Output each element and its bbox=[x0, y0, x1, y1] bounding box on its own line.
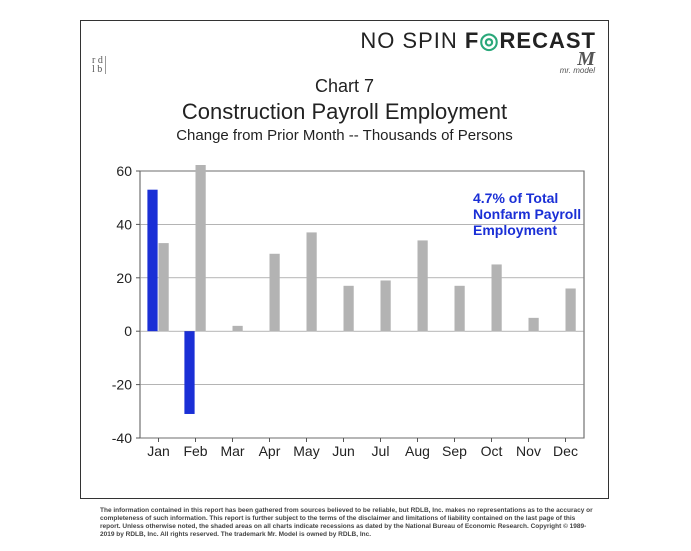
svg-text:Aug: Aug bbox=[405, 443, 430, 459]
svg-text:Mar: Mar bbox=[220, 443, 244, 459]
svg-text:40: 40 bbox=[116, 216, 132, 232]
svg-text:Apr: Apr bbox=[259, 443, 281, 459]
rdlb-logo: r d l b bbox=[92, 56, 106, 74]
brand-logo: NO SPIN F◎RECAST bbox=[360, 28, 596, 54]
svg-text:Nonfarm Payroll: Nonfarm Payroll bbox=[473, 206, 581, 222]
svg-text:Nov: Nov bbox=[516, 443, 541, 459]
chart-subtitle: Change from Prior Month -- Thousands of … bbox=[80, 127, 609, 144]
page-frame: NO SPIN F◎RECAST r d l b M mr. model Cha… bbox=[0, 0, 691, 551]
brand-nospin: NO SPIN bbox=[360, 28, 465, 53]
svg-text:Feb: Feb bbox=[183, 443, 207, 459]
chart-titles: Chart 7 Construction Payroll Employment … bbox=[80, 76, 609, 144]
chart-svg: -40 -20 0 20 40 60 Jan Feb Mar Apr May Jun Jul Aug Sep… bbox=[100, 165, 590, 460]
brand-o-icon: ◎ bbox=[479, 28, 499, 53]
mr-model-m: M bbox=[560, 52, 595, 66]
svg-text:20: 20 bbox=[116, 270, 132, 286]
rdlb-bot: l b bbox=[92, 65, 103, 74]
brand-f: F bbox=[465, 28, 479, 53]
svg-text:May: May bbox=[293, 443, 319, 459]
chart-title: Construction Payroll Employment bbox=[80, 99, 609, 125]
svg-text:Dec: Dec bbox=[553, 443, 578, 459]
svg-text:Jan: Jan bbox=[147, 443, 170, 459]
svg-text:60: 60 bbox=[116, 165, 132, 179]
svg-text:Jul: Jul bbox=[372, 443, 390, 459]
svg-text:-20: -20 bbox=[112, 377, 132, 393]
mr-model-label: mr. model bbox=[560, 66, 595, 75]
svg-text:Jun: Jun bbox=[332, 443, 355, 459]
footer-disclaimer: The information contained in this report… bbox=[100, 507, 596, 539]
svg-text:0: 0 bbox=[124, 323, 132, 339]
chart-number: Chart 7 bbox=[80, 76, 609, 97]
svg-text:Sep: Sep bbox=[442, 443, 467, 459]
svg-text:4.7% of Total: 4.7% of Total bbox=[473, 190, 558, 206]
svg-text:Oct: Oct bbox=[481, 443, 503, 459]
svg-text:Employment: Employment bbox=[473, 222, 557, 238]
mr-model-logo: M mr. model bbox=[560, 52, 595, 75]
chart-plot: -40 -20 0 20 40 60 Jan Feb Mar Apr May Jun Jul Aug Sep… bbox=[100, 165, 590, 460]
svg-text:-40: -40 bbox=[112, 430, 132, 446]
